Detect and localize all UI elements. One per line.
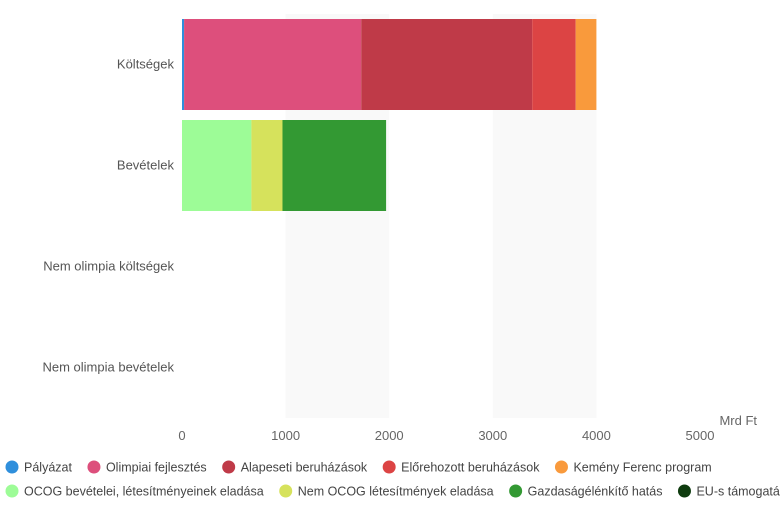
legend-item[interactable]: Előrehozott beruházások <box>382 460 541 475</box>
legend-marker <box>677 484 691 498</box>
x-tick-label: 5000 <box>686 428 715 443</box>
x-tick-label: 4000 <box>582 428 611 443</box>
legend-label: Gazdaságélénkítő hatás <box>528 485 663 499</box>
bar-segment[interactable] <box>361 19 533 110</box>
legend-item[interactable]: Kemény Ferenc program <box>554 460 712 475</box>
legend-marker <box>554 460 568 474</box>
legend-item[interactable]: Alapeseti beruházások <box>222 460 368 475</box>
legend-marker <box>279 484 293 498</box>
x-tick-label: 2000 <box>375 428 404 443</box>
bar-segment[interactable] <box>184 19 362 110</box>
bars-layer[interactable] <box>182 19 597 211</box>
legend-item[interactable]: Olimpiai fejlesztés <box>87 460 207 475</box>
legend-marker <box>222 460 236 474</box>
x-axis-unit-label: Mrd Ft <box>719 413 757 428</box>
legend-item[interactable]: Gazdaságélénkítő hatás <box>509 484 663 499</box>
legend-label: EU-s támogatás <box>696 485 780 499</box>
legend-label: Kemény Ferenc program <box>573 461 711 475</box>
legend-item[interactable]: EU-s támogatás <box>677 484 780 499</box>
legend-item[interactable]: Pályázat <box>5 460 73 475</box>
legend-marker <box>5 484 19 498</box>
bar-segment[interactable] <box>575 19 597 110</box>
legend-marker <box>382 460 396 474</box>
bar-segment[interactable] <box>182 19 185 110</box>
bar-segment[interactable] <box>282 120 387 211</box>
legend-item[interactable]: OCOG bevételei, létesítményeinek eladása <box>5 484 264 499</box>
legend-label: Olimpiai fejlesztés <box>106 461 207 475</box>
x-tick-label: 1000 <box>271 428 300 443</box>
category-label: Nem olimpia költségek <box>43 259 174 274</box>
bar-segment[interactable] <box>532 19 576 110</box>
category-labels: Költségek Bevételek Nem olimpia költségek N… <box>42 57 174 375</box>
bar-segment[interactable] <box>251 120 283 211</box>
legend-label: Pályázat <box>24 461 72 475</box>
legend-label: Előrehozott beruházások <box>401 461 540 475</box>
legend-label: Nem OCOG létesítmények eladása <box>298 485 494 499</box>
legend-item[interactable]: Nem OCOG létesítmények eladása <box>279 484 494 499</box>
legend[interactable]: Pályázat Olimpiai fejlesztés Alapeseti ber… <box>5 460 780 499</box>
legend-label: Alapeseti beruházások <box>241 461 368 475</box>
legend-marker <box>509 484 523 498</box>
category-label: Bevételek <box>117 158 175 173</box>
x-tick-label: 3000 <box>478 428 507 443</box>
x-tick-label: 0 <box>178 428 185 443</box>
x-axis-ticks: 0 1000 2000 3000 4000 5000 <box>178 428 714 443</box>
category-label: Nem olimpia bevételek <box>42 360 174 375</box>
category-label: Költségek <box>117 57 175 72</box>
bar-segment[interactable] <box>182 120 252 211</box>
legend-marker <box>5 460 19 474</box>
legend-marker <box>87 460 101 474</box>
legend-label: OCOG bevételei, létesítményeinek eladása <box>24 485 264 499</box>
